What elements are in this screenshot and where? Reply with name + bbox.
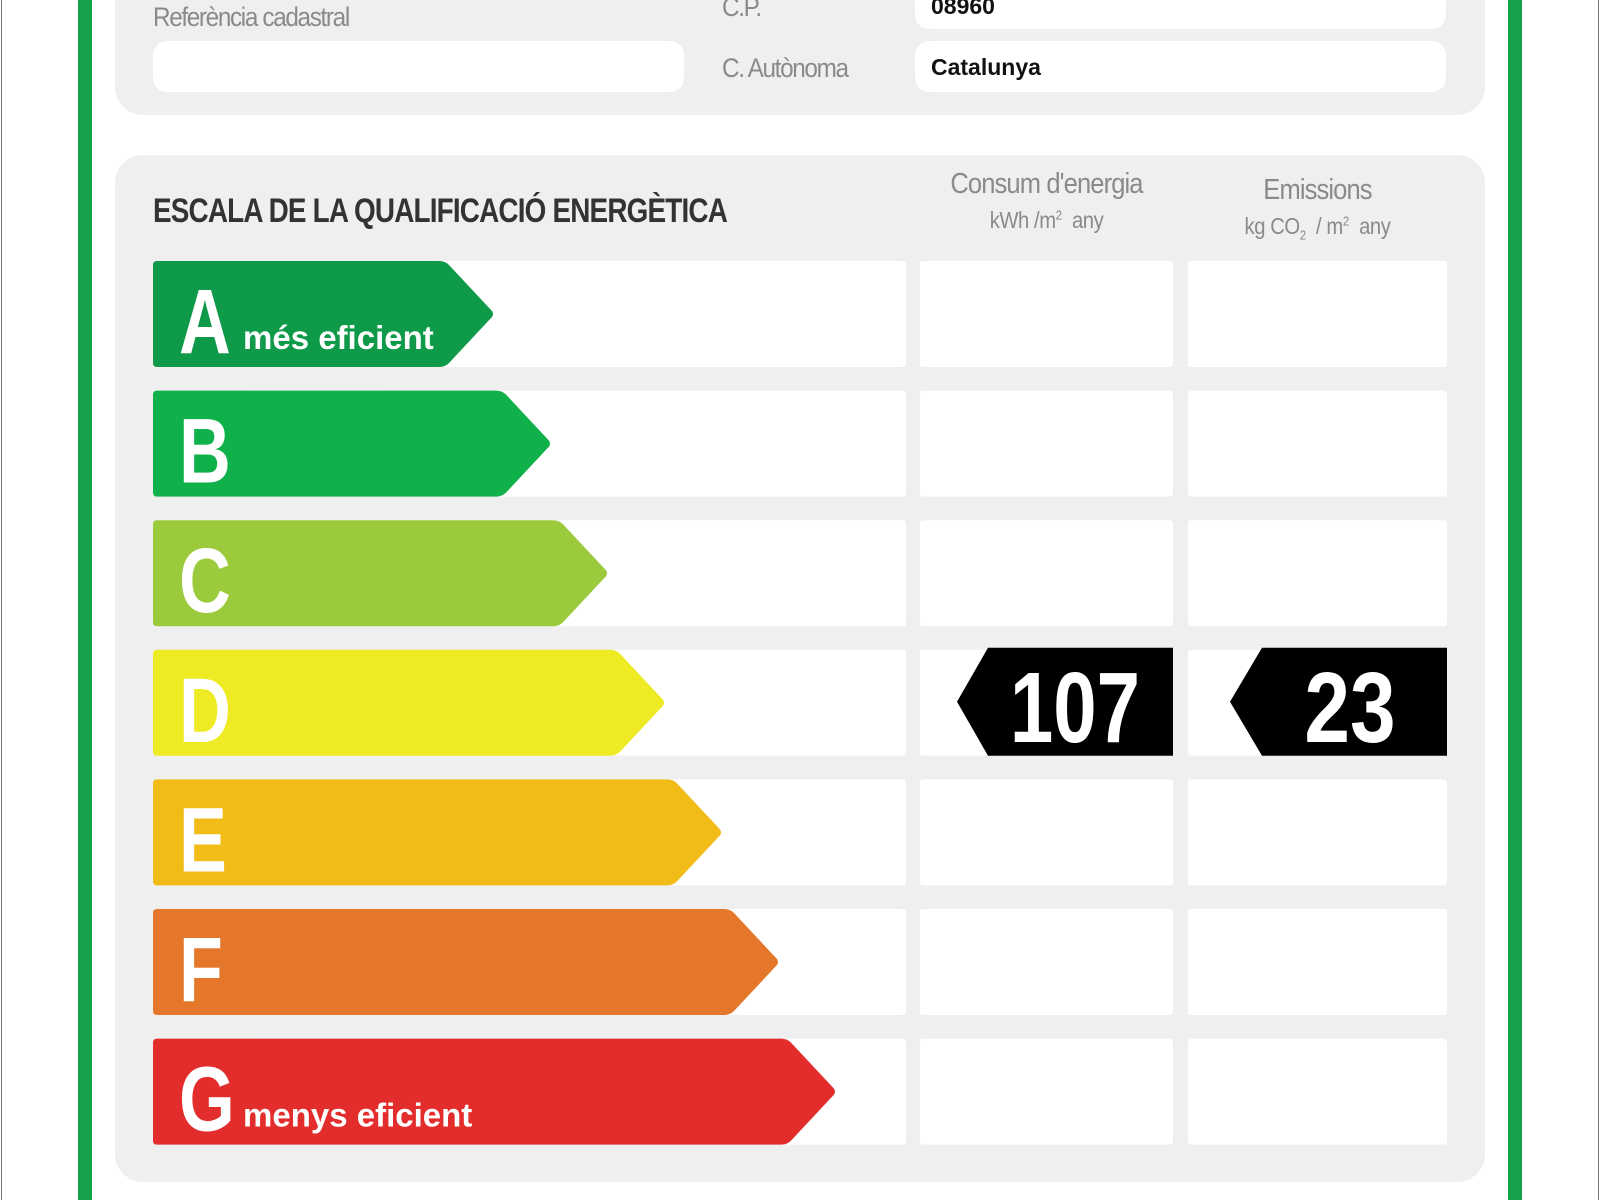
rating-letter: G [179,1048,235,1151]
rating-bar-A [153,261,493,367]
energy-value-badge [957,647,1173,756]
scale-title: ESCALA DE LA QUALIFICACIÓ ENERGÈTICA [153,192,728,230]
energy-cell-B [920,390,1173,497]
emissions-cell-C [1188,520,1447,627]
cadastral-field [153,41,684,92]
rating-bar-G [153,1038,835,1145]
emissions-header: Emissions kg CO2 / m2 any [1204,174,1432,243]
rating-letter: E [179,789,227,892]
green-border-left [78,0,92,1200]
cp-label: C.P. [722,0,762,22]
rating-letter: D [179,659,231,762]
page-edge [1598,0,1599,1200]
green-border-right [1508,0,1522,1200]
emissions-header-label: Emissions [1263,174,1372,206]
emissions-unit: kg CO2 / m2 any [1244,213,1391,243]
rating-note: menys eficient [243,1097,472,1134]
rating-bar-B [153,390,550,497]
emissions-cell-G [1188,1038,1447,1145]
energy-cell-E [920,779,1173,886]
emissions-value: 23 [1304,652,1395,764]
page-edge [1,0,2,1200]
energy-header-label: Consum d'energia [950,168,1143,200]
cp-field: 08960 [915,0,1446,29]
energy-cell-F [920,909,1173,1015]
emissions-value-badge [1230,647,1447,756]
rating-letter: F [179,918,223,1021]
rating-note: més eficient [243,319,434,356]
rating-bar-F [153,909,778,1015]
rating-letter: C [179,530,231,633]
energy-header: Consum d'energia kWh /m2 any [935,168,1158,234]
emissions-cell-E [1188,779,1447,886]
energy-unit: kWh /m2 any [989,207,1104,233]
energy-value: 107 [1010,653,1140,765]
region-label: C. Autònoma [722,53,849,83]
cadastral-label: Referència cadastral [153,2,350,32]
rating-bar-E [153,779,721,886]
emissions-cell-F [1188,909,1447,1015]
energy-cell-G [920,1038,1173,1145]
energy-cell-A [920,261,1173,367]
rating-bar-D [153,649,664,756]
rating-letter: A [179,270,231,373]
rating-letter: B [179,400,231,503]
emissions-cell-A [1188,261,1447,367]
rating-bar-C [153,520,607,627]
emissions-cell-B [1188,390,1447,497]
energy-cell-C [920,520,1173,627]
region-field: Catalunya [915,41,1446,92]
